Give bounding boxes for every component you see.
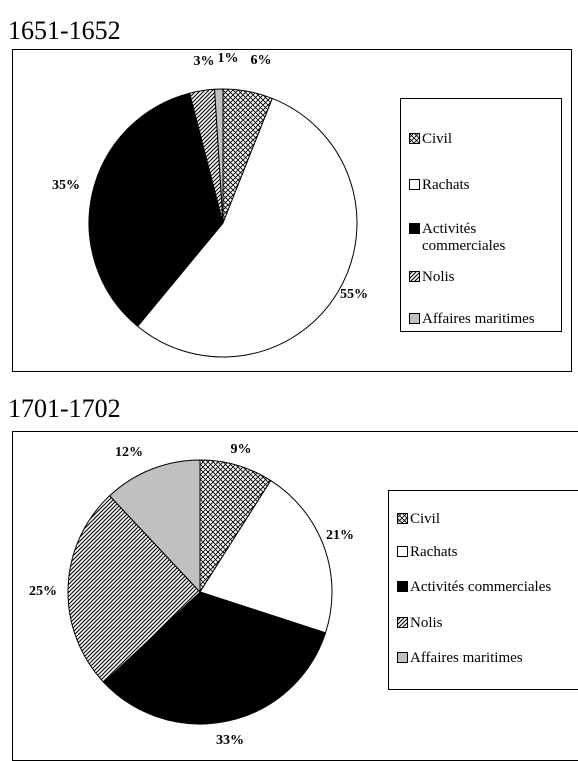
chart-1-panel: 6% 55% 35% 3% 1% Civil Rachats Activités com… (12, 49, 572, 372)
legend-label-civil: Civil (410, 511, 441, 527)
legend-item-activites: Activités commerciales (409, 221, 552, 255)
data-label-nolis: 3% (194, 54, 215, 69)
pie-slice-affaires (214, 88, 224, 224)
legend-item-civil: Civil (397, 511, 440, 528)
legend-item-affaires: Affaires maritimes (409, 311, 535, 328)
data-label-rachats: 55% (340, 287, 368, 302)
legend-swatch-rachats (397, 546, 408, 557)
legend-swatch-nolis (397, 617, 408, 628)
legend-label-affaires: Affaires maritimes (410, 650, 523, 666)
chart-2-panel: 9% 21% 33% 25% 12% Civil Rachats Activités c… (12, 431, 578, 761)
legend-item-nolis: Nolis (409, 269, 455, 286)
pie-slice-rachats (136, 97, 358, 358)
pie-slice-activites (103, 591, 327, 725)
legend-swatch-activites (397, 581, 408, 592)
legend-item-rachats: Rachats (409, 177, 469, 194)
legend-swatch-rachats (409, 179, 420, 190)
legend-label-rachats: Rachats (422, 177, 470, 193)
legend-swatch-civil (409, 133, 420, 144)
legend-label-activites: Activités commerciales (422, 221, 506, 254)
data-label-activites: 35% (52, 178, 80, 193)
pie-slice-nolis (67, 495, 201, 684)
chart-2-title: 1701-1702 (8, 394, 121, 423)
legend-swatch-activites (409, 223, 420, 234)
legend-label-activites: Activités commerciales (410, 579, 552, 595)
legend-item-activites: Activités commerciales (397, 579, 551, 596)
legend-label-nolis: Nolis (422, 269, 455, 285)
chart-2-legend: Civil Rachats Activités commerciales Nol… (388, 490, 578, 690)
data-label-rachats: 21% (326, 528, 354, 543)
data-label-activites: 33% (216, 733, 244, 748)
legend-label-nolis: Nolis (410, 615, 443, 631)
data-label-affaires: 12% (115, 445, 143, 460)
legend-label-affaires: Affaires maritimes (422, 311, 535, 327)
legend-swatch-nolis (409, 271, 420, 282)
legend-label-rachats: Rachats (410, 544, 458, 560)
legend-swatch-affaires (397, 652, 408, 663)
chart-1-legend: Civil Rachats Activités commerciales Nol… (400, 98, 562, 332)
legend-swatch-affaires (409, 313, 420, 324)
pie-slice-activites (88, 92, 224, 327)
legend-item-civil: Civil (409, 131, 452, 148)
data-label-nolis: 25% (29, 584, 57, 599)
legend-swatch-civil (397, 513, 408, 524)
pie-slice-affaires (108, 459, 201, 594)
data-label-civil: 6% (251, 53, 272, 68)
legend-item-nolis: Nolis (397, 615, 443, 632)
legend-label-civil: Civil (422, 131, 453, 147)
legend-item-affaires: Affaires maritimes (397, 650, 523, 667)
chart-2-pie: 9% 21% 33% 25% 12% (29, 442, 354, 748)
pie-slice-rachats (199, 479, 333, 634)
chart-1-pie: 6% 55% 35% 3% 1% (52, 51, 368, 358)
legend-item-rachats: Rachats (397, 544, 457, 561)
data-label-civil: 9% (231, 442, 252, 457)
data-label-affaires: 1% (218, 51, 239, 66)
chart-1-title: 1651-1652 (8, 16, 121, 45)
